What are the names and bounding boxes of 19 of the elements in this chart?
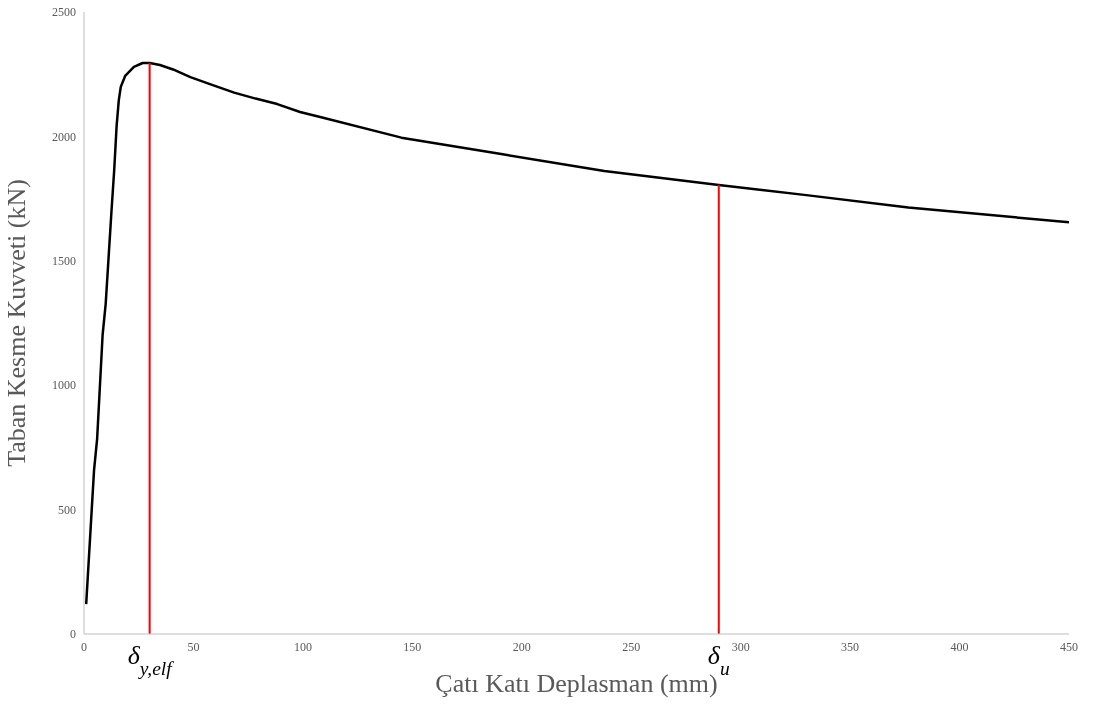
x-tick-label: 400: [950, 639, 969, 654]
x-tick-label: 150: [403, 639, 422, 654]
y-axis-title: Taban Kesme Kuvveti (kN): [2, 179, 32, 467]
x-tick-label: 200: [512, 639, 531, 654]
x-tick-label: 450: [1060, 639, 1078, 654]
y-tick-label: 500: [58, 502, 76, 517]
y-tick-label: 1000: [52, 378, 76, 393]
x-tick-label: 300: [731, 639, 750, 654]
x-tick-label: 250: [622, 639, 641, 654]
x-tick-label: 0: [81, 639, 87, 654]
ref-line-label: δ$_{y,elf}$: [127, 641, 175, 679]
line-series: [84, 61, 1069, 606]
y-tick-label: 2000: [52, 129, 76, 144]
y-tick-label: 2500: [52, 5, 76, 20]
x-tick-label: 100: [293, 639, 312, 654]
y-tick-label: 0: [70, 627, 76, 642]
y-tick-label: 1500: [52, 254, 76, 269]
x-tick-label: 350: [841, 639, 860, 654]
x-tick-label: 50: [187, 639, 200, 654]
